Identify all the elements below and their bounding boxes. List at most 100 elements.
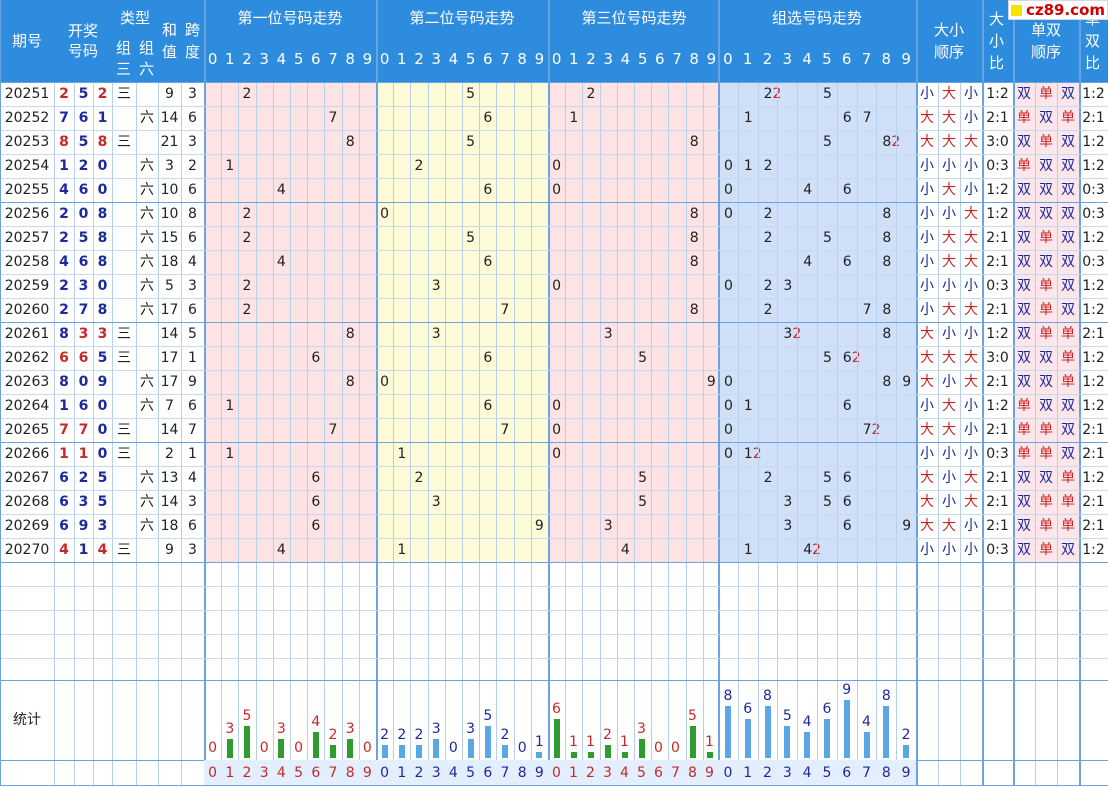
stats-index: 6: [307, 760, 325, 785]
grid-line: [0, 154, 1108, 155]
bs-ratio-cell: 2:1: [986, 302, 1009, 318]
stats-label: 统计: [13, 712, 41, 728]
oe-order-cell: 单: [1035, 322, 1057, 346]
oe-order-cell: 单: [1035, 490, 1057, 514]
stats-index: 2: [582, 760, 599, 785]
oe-order-cell: 单: [1035, 274, 1057, 298]
grid-line: [0, 82, 1108, 83]
stats-value: 2: [397, 727, 407, 743]
pos2-hit: 6: [483, 398, 493, 414]
group-hit: 8: [882, 254, 892, 270]
group-hit: 0: [724, 446, 733, 462]
stats-value: 3: [345, 721, 355, 737]
bs-order-cell: 小: [964, 446, 978, 462]
header-digit: 4: [448, 49, 459, 68]
bs-ratio-cell: 2:1: [986, 518, 1009, 534]
group-hit: 0: [724, 182, 733, 198]
stats-value: 1: [705, 734, 714, 750]
stats-value: 6: [743, 701, 753, 717]
header-group: 组选号码走势: [771, 8, 862, 27]
type-z6-mark: 六: [140, 518, 154, 534]
span-cell: 3: [188, 494, 197, 510]
grid-line: [876, 82, 877, 785]
pos2-hit: 2: [414, 470, 424, 486]
stats-bar: [706, 752, 713, 758]
stats-value: 3: [225, 721, 235, 737]
draw-digit: 6: [59, 494, 69, 510]
oe-order-cell: 单: [1035, 514, 1057, 538]
pos1-hit: 1: [225, 158, 235, 174]
bs-order-cell: 大: [942, 230, 956, 246]
stats-value: 9: [842, 682, 852, 698]
draw-digit: 8: [59, 326, 69, 342]
header-digit: 4: [802, 49, 812, 68]
grid-line: [54, 82, 55, 785]
grid-line: [359, 82, 360, 785]
header-digit: 0: [207, 49, 218, 68]
bs-order-cell: 小: [920, 230, 934, 246]
stats-value: 5: [483, 708, 493, 724]
bs-order-cell: 小: [920, 398, 934, 414]
pos2-hit: 5: [466, 230, 476, 246]
stats-value: 8: [723, 688, 733, 704]
grid-line: [837, 82, 838, 785]
draw-digit: 8: [59, 134, 69, 150]
grid-line: [445, 82, 446, 785]
group-hit: 2: [763, 230, 773, 246]
span-cell: 8: [188, 206, 197, 222]
oe-ratio-cell: 1:2: [1082, 398, 1105, 414]
header-digit: 8: [689, 49, 699, 68]
draw-digit: 0: [97, 158, 108, 174]
oe-order-cell: 双: [1057, 154, 1079, 178]
pos1-hit: 2: [242, 230, 252, 246]
span-cell: 4: [188, 254, 197, 270]
oe-order-cell: 双: [1057, 130, 1079, 154]
header-digit: 5: [293, 49, 304, 68]
bs-order-cell: 小: [920, 182, 934, 198]
group-hit: 3: [783, 278, 793, 294]
group-hit: 5: [823, 350, 832, 366]
bs-ratio-cell: 0:3: [986, 158, 1009, 174]
group-hit: 3: [783, 494, 793, 510]
draw-digit: 2: [59, 86, 69, 102]
grid-line: [686, 82, 687, 785]
sum-cell: 14: [160, 494, 179, 510]
pos3-hit: 5: [638, 350, 648, 366]
oe-ratio-cell: 1:2: [1082, 86, 1105, 102]
pos2-hit: 5: [466, 86, 476, 102]
stats-bar: [244, 726, 250, 758]
header-digit: 9: [534, 49, 545, 68]
bs-order-cell: 大: [942, 134, 956, 150]
draw-digit: 6: [59, 518, 69, 534]
grid-line: [0, 178, 1108, 179]
grid-line: [0, 442, 1108, 443]
grid-line: [668, 82, 669, 785]
pos2-hit: 3: [431, 278, 441, 294]
group-hit: 1: [743, 398, 753, 414]
header-sum: 和值: [162, 21, 178, 61]
type-z6-mark: 六: [140, 398, 154, 414]
grid-line: [393, 82, 394, 785]
oe-ratio-cell: 1:2: [1082, 302, 1105, 318]
draw-digit: 2: [78, 470, 89, 486]
period-cell: 20252: [4, 110, 50, 126]
grid-line: [896, 82, 897, 785]
stats-value: 4: [802, 714, 812, 730]
bs-ratio-cell: 2:1: [986, 422, 1009, 438]
span-cell: 6: [188, 182, 197, 198]
stats-index: 0: [376, 760, 394, 785]
stats-bar: [433, 739, 440, 758]
sum-cell: 17: [160, 350, 179, 366]
pos1-hit: 6: [311, 350, 321, 366]
stats-index: 4: [272, 760, 290, 785]
draw-digit: 1: [59, 446, 69, 462]
bs-order-cell: 大: [964, 494, 978, 510]
draw-digit: 5: [97, 494, 108, 510]
pos1-hit: 1: [225, 446, 235, 462]
sum-cell: 14: [160, 326, 179, 342]
grid-line: [857, 82, 858, 785]
draw-digit: 5: [78, 134, 89, 150]
grid-line: [703, 82, 704, 785]
oe-order-cell: 双: [1035, 370, 1057, 394]
span-cell: 9: [188, 374, 197, 390]
